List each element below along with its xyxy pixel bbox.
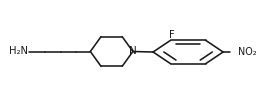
Text: N: N — [129, 46, 137, 57]
Text: H₂N: H₂N — [9, 46, 28, 57]
Text: F: F — [169, 30, 175, 40]
Text: NO₂: NO₂ — [238, 47, 257, 57]
